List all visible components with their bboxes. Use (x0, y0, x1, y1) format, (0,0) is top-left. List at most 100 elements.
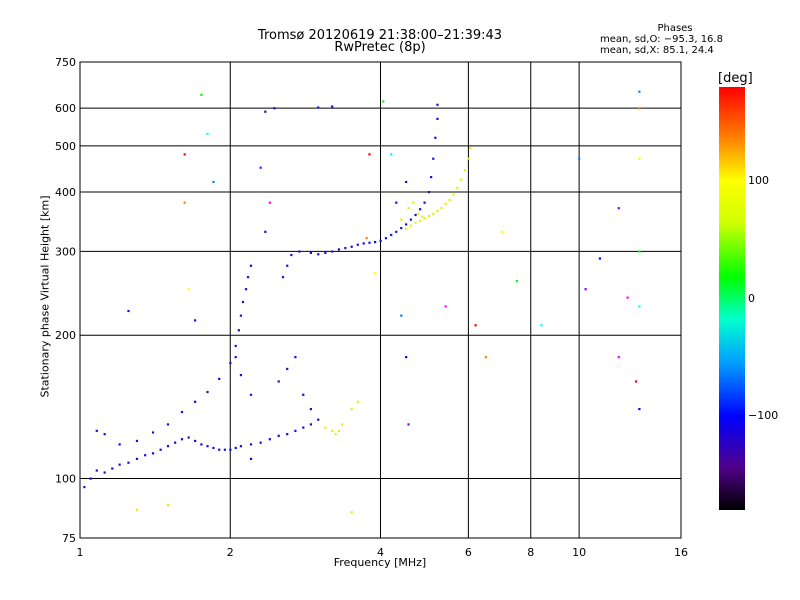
data-point (111, 467, 114, 470)
data-point (374, 240, 377, 244)
data-point (183, 201, 186, 204)
data-point (212, 180, 215, 184)
data-point (331, 429, 334, 432)
data-point (350, 511, 353, 514)
x-tick-label: 4 (377, 546, 384, 559)
data-point (127, 461, 130, 464)
data-point (103, 471, 106, 474)
phases-title: Phases (657, 23, 693, 34)
colorbar (719, 87, 745, 510)
data-point (598, 257, 601, 260)
data-point (463, 168, 466, 172)
data-point (638, 90, 641, 93)
phases-o-stats: mean, sd,O: −95.3, 16.8 (600, 34, 723, 45)
colorbar-tick-label: −100 (748, 409, 779, 422)
y-tick-label: 200 (55, 329, 76, 342)
data-point (206, 445, 209, 448)
data-point (135, 457, 139, 461)
data-point (180, 438, 184, 441)
data-point (409, 218, 412, 221)
y-tick-label: 100 (55, 473, 76, 486)
data-point (484, 356, 487, 359)
grid-lines (80, 62, 681, 538)
data-point (89, 477, 92, 480)
data-point (419, 208, 422, 211)
data-point (400, 314, 403, 317)
data-point (286, 433, 289, 436)
data-point (95, 429, 98, 432)
data-point (309, 423, 312, 426)
data-point (194, 439, 197, 443)
data-point (405, 356, 408, 359)
data-point (277, 380, 280, 383)
data-point (384, 237, 388, 240)
data-point (365, 237, 368, 240)
data-point (638, 305, 641, 308)
y-tick-label: 750 (55, 56, 76, 69)
data-point (638, 157, 641, 160)
data-point (423, 217, 426, 220)
data-point (166, 503, 170, 507)
data-point (448, 198, 451, 202)
x-tick-label: 10 (572, 546, 586, 559)
data-point (356, 400, 359, 403)
y-axis-ticks: 75 100 200 300 400 500 600 750 (55, 56, 76, 545)
data-point (436, 209, 439, 213)
data-point (395, 230, 398, 233)
data-point (368, 241, 371, 244)
y-tick-label: 300 (55, 245, 76, 258)
data-point (456, 186, 459, 190)
data-point (237, 329, 240, 332)
data-point (239, 314, 243, 317)
data-point (540, 324, 543, 327)
y-axis-label: Stationary phase Virtual Height [km] (38, 195, 52, 398)
data-point (95, 469, 98, 472)
data-point (500, 230, 504, 233)
data-point (234, 344, 237, 348)
data-point (584, 288, 587, 291)
data-point (638, 107, 641, 110)
y-tick-label: 600 (55, 102, 76, 115)
data-point (436, 103, 439, 106)
data-point (634, 380, 638, 383)
data-point (302, 393, 305, 396)
data-point (249, 457, 253, 461)
data-point (400, 226, 403, 230)
data-point (331, 250, 334, 253)
data-point (432, 212, 435, 215)
data-point (200, 443, 203, 446)
data-point (290, 253, 293, 257)
data-point (427, 190, 431, 194)
data-point (444, 305, 447, 308)
data-point (626, 296, 629, 299)
data-point (344, 247, 347, 250)
data-point (286, 367, 289, 371)
data-point (452, 193, 455, 196)
data-point (259, 166, 262, 169)
data-point (249, 393, 253, 396)
x-tick-label: 1 (77, 546, 84, 559)
data-point (200, 93, 203, 96)
data-point (617, 207, 620, 210)
data-point (212, 446, 215, 450)
data-point (617, 356, 620, 359)
data-point (268, 438, 271, 441)
data-point (324, 251, 327, 255)
data-points (83, 90, 641, 514)
data-point (444, 202, 447, 205)
data-point (234, 446, 237, 450)
data-point (578, 157, 581, 160)
data-point (229, 361, 232, 365)
data-point (350, 407, 353, 411)
data-point (440, 207, 443, 210)
data-point (187, 288, 190, 291)
data-point (350, 245, 353, 248)
data-point (239, 445, 243, 448)
x-tick-label: 6 (465, 546, 472, 559)
data-point (281, 276, 285, 279)
data-point (218, 448, 221, 451)
data-point (474, 324, 477, 327)
data-point (286, 264, 289, 267)
data-point (515, 280, 518, 283)
